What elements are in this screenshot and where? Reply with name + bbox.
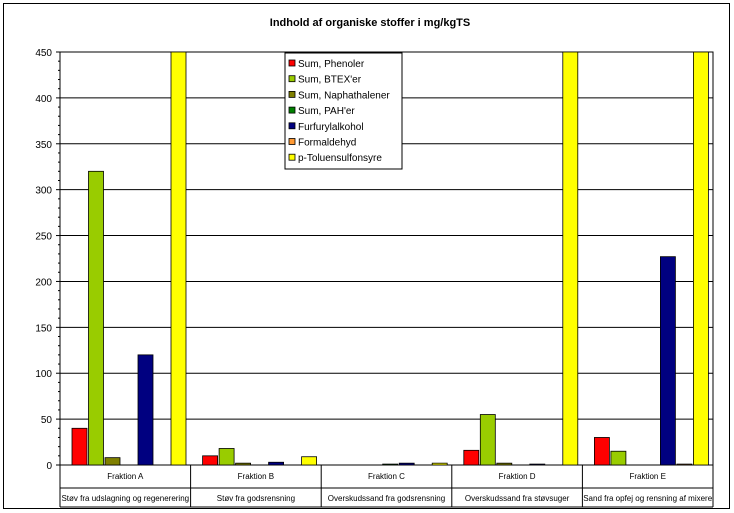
legend-swatch [288,59,296,67]
bar [235,462,252,466]
y-tick-label: 100 [35,369,52,380]
bar [529,463,546,466]
bar [594,437,610,466]
legend-box [284,52,403,170]
x-tick-label: Fraktion C [368,472,405,481]
legend-label: Sum, Naphathalener [298,90,390,101]
legend-label: Formaldehyd [298,138,356,149]
bar [218,448,235,466]
x-axis: Fraktion A Støv fra udslagning og regener… [59,465,714,508]
legend-label: Sum, PAH'er [298,106,355,117]
bar [660,256,676,466]
bar [104,457,121,466]
x-category-description: Overskudssand fra godsrensning [328,494,445,503]
y-tick-label: 0 [46,461,52,472]
x-category-description: Støv fra godsrensning [217,494,295,503]
bar [463,449,480,466]
x-tick-label: Fraktion D [499,472,536,481]
bar [562,51,579,466]
bar [398,462,415,466]
y-tick-label: 200 [35,277,52,288]
legend-swatch [288,106,296,114]
legend-swatch [288,153,296,161]
legend-label: Furfurylalkohol [298,122,364,133]
y-axis: 0 50 100 150 200 250 300 350 400 450 [35,48,61,472]
y-tick-label: 300 [35,186,52,197]
y-tick-label: 350 [35,140,52,151]
bar [496,462,513,466]
bar [431,462,448,466]
bar [71,427,88,466]
y-tick-label: 50 [41,415,53,426]
x-tick-label: Fraktion B [238,472,274,481]
bar [382,463,399,466]
x-tick-label: Fraktion A [107,472,144,481]
bar [693,51,709,466]
bar [170,51,187,466]
bar [676,463,693,466]
legend: Sum, Phenoler Sum, BTEX'er Sum, Naphathale… [284,52,403,170]
bar [610,450,627,466]
y-tick-label: 250 [35,232,52,243]
legend-label: Sum, Phenoler [298,59,365,70]
y-tick-label: 400 [35,94,52,105]
bar [268,461,285,466]
legend-swatch [288,138,296,145]
legend-swatch [288,122,296,130]
bar [202,455,219,466]
x-category-description: Overskudssand fra støvsuger [465,494,570,503]
legend-label: p-Toluensulfonsyre [298,153,382,164]
legend-swatch [288,91,296,98]
legend-swatch [288,75,296,83]
bar [479,414,496,466]
bar [137,354,154,466]
chart-title: Indhold af organiske stoffer i mg/kgTS [270,17,470,29]
x-tick-label: Fraktion E [629,472,665,481]
bars [71,51,709,466]
y-tick-label: 150 [35,323,52,334]
bar [301,456,318,466]
legend-label: Sum, BTEX'er [298,75,362,86]
x-category-description: Støv fra udslagning og regenerering [61,494,189,503]
x-category-description: Sand fra opfej og rensning af mixere [583,494,713,503]
y-tick-label: 450 [35,48,52,59]
bar [88,170,104,466]
